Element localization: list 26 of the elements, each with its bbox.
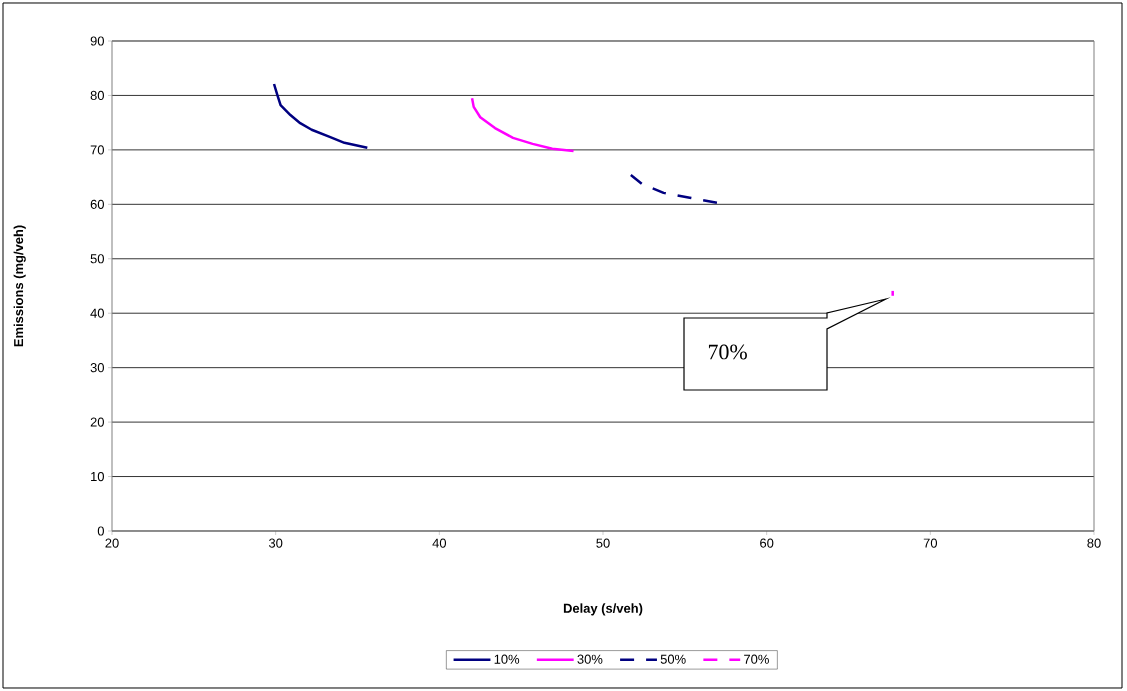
y-tick-label: 20 [90,417,104,427]
y-tick-label: 0 [97,526,104,536]
y-tick-label: 60 [90,199,104,209]
y-tick-label: 80 [90,90,104,101]
x-tick-label: 50 [596,538,610,548]
annotation: 70% [708,344,747,360]
x-tick-label: 60 [760,538,774,548]
x-tick-label: 70 [923,538,938,548]
x-tick-label: 30 [268,538,283,548]
x-tick-label: 40 [432,538,447,548]
y-tick-label: 70 [90,145,104,155]
y-tick-label: 10 [91,471,104,482]
y-tick-label: 50 [90,254,104,264]
y-tick-label: 90 [90,36,104,46]
y-tick-label: 40 [90,308,104,318]
x-axis-title: Delay (s/veh) [563,603,643,616]
y-axis-title: Emissions (mg/veh) [13,225,26,347]
legend-label: 70% [744,654,769,664]
x-tick-label: 20 [105,538,119,548]
line-series [272,82,369,149]
y-tick-label: 30 [90,363,104,373]
legend-label: 50% [660,654,686,664]
legend-label: 30% [577,654,603,664]
legend-label: 10% [494,654,520,664]
line-series [470,96,575,153]
x-tick-label: 80 [1087,538,1101,548]
